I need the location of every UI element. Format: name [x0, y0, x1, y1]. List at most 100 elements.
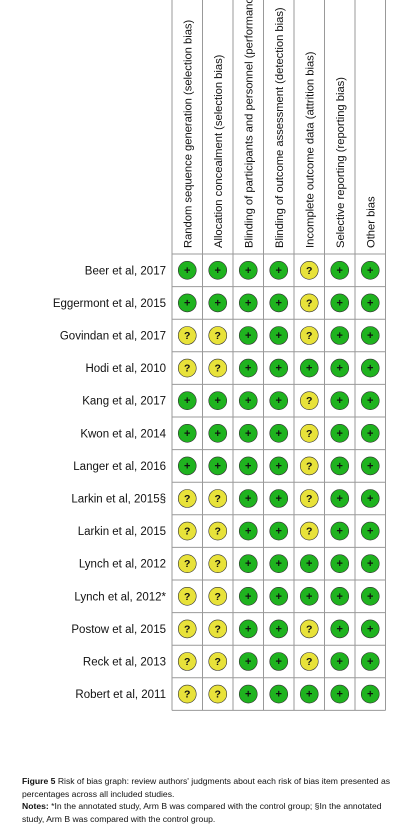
study-label: Larkin et al, 2015: [78, 526, 166, 538]
judgement-symbol: +: [306, 558, 312, 570]
judgement-marker-low: [238, 554, 258, 574]
judgement-symbol: +: [245, 297, 251, 309]
judgement-marker-unclear: [299, 652, 319, 671]
judgement-marker-low: [238, 423, 258, 443]
judgement-symbol: ?: [184, 493, 190, 505]
judgement-marker-low: [238, 260, 258, 280]
judgement-marker-unclear: [299, 423, 319, 443]
judgement-symbol: +: [367, 493, 373, 505]
judgement-marker-low: [360, 684, 380, 704]
column-header: Allocation concealment (selection bias): [213, 54, 225, 248]
judgement-symbol: ?: [184, 363, 190, 375]
judgement-symbol: +: [215, 460, 221, 472]
judgement-marker-low: [330, 456, 350, 476]
judgement-symbol: +: [367, 428, 373, 440]
judgement-symbol: ?: [215, 656, 221, 668]
judgement-symbol: ?: [215, 689, 221, 701]
judgement-marker-low: [269, 554, 289, 574]
judgement-symbol: ?: [215, 558, 221, 570]
judgement-symbol: +: [306, 363, 312, 375]
judgement-marker-unclear: [208, 619, 228, 639]
judgement-symbol: +: [367, 526, 373, 538]
judgement-symbol: ?: [215, 330, 221, 342]
judgement-symbol: +: [215, 395, 221, 407]
judgement-marker-low: [330, 619, 350, 639]
judgement-symbol: ?: [215, 363, 221, 375]
judgement-marker-low: [269, 586, 289, 606]
judgement-symbol: +: [337, 363, 343, 375]
judgement-symbol: +: [276, 623, 282, 635]
judgement-marker-low: [330, 293, 350, 313]
judgement-marker-low: [360, 652, 380, 671]
judgement-marker-low: [360, 326, 380, 345]
column-header: Blinding of participants and personnel (…: [243, 0, 255, 248]
judgement-marker-low: [238, 619, 258, 639]
judgement-symbol: +: [367, 395, 373, 407]
judgement-marker-unclear: [299, 619, 319, 639]
judgement-symbol: +: [215, 428, 221, 440]
judgement-symbol: ?: [215, 623, 221, 635]
judgement-symbol: ?: [215, 493, 221, 505]
figure-description: Risk of bias graph: review authors' judg…: [22, 776, 391, 799]
judgement-marker-low: [330, 358, 350, 378]
judgement-symbol: ?: [184, 330, 190, 342]
judgement-marker-low: [208, 391, 228, 411]
judgement-symbol: ?: [184, 623, 190, 635]
judgement-symbol: +: [215, 265, 221, 277]
column-headers: Random sequence generation (selection bi…: [182, 0, 377, 248]
judgement-symbol: +: [337, 330, 343, 342]
judgement-symbol: ?: [306, 395, 312, 407]
judgement-marker-unclear: [177, 652, 197, 671]
figure-label: Figure 5: [22, 776, 56, 786]
judgement-symbol: +: [367, 689, 373, 701]
judgement-marker-low: [330, 554, 350, 574]
notes-label: Notes:: [22, 801, 49, 811]
judgement-marker-unclear: [208, 326, 228, 345]
judgement-symbol: +: [337, 428, 343, 440]
judgement-marker-low: [177, 391, 197, 411]
judgement-symbol: +: [184, 395, 190, 407]
judgement-marker-low: [177, 260, 197, 280]
study-label: Reck et al, 2013: [83, 657, 166, 669]
judgement-symbol: +: [184, 460, 190, 472]
judgement-marker-low: [238, 489, 258, 508]
column-header: Blinding of outcome assessment (detectio…: [274, 7, 286, 248]
judgement-marker-unclear: [208, 358, 228, 378]
judgement-marker-unclear: [177, 358, 197, 378]
judgement-marker-unclear: [299, 260, 319, 280]
judgement-marker-low: [238, 456, 258, 476]
judgement-marker-low: [269, 358, 289, 378]
judgement-symbol: +: [306, 591, 312, 603]
judgement-marker-unclear: [299, 489, 319, 508]
study-label: Govindan et al, 2017: [60, 331, 166, 343]
study-label: Beer et al, 2017: [85, 265, 166, 277]
judgement-symbol: ?: [184, 656, 190, 668]
judgement-symbol: ?: [184, 689, 190, 701]
judgement-symbol: +: [337, 395, 343, 407]
study-label: Kang et al, 2017: [82, 396, 166, 408]
study-labels: Beer et al, 2017 Eggermont et al, 2015 Gov…: [53, 265, 167, 701]
judgement-marker-low: [269, 684, 289, 704]
judgement-symbol: ?: [184, 591, 190, 603]
judgement-marker-low: [238, 652, 258, 671]
study-label: Langer et al, 2016: [73, 461, 166, 473]
judgement-symbol: +: [276, 656, 282, 668]
judgement-marker-low: [269, 619, 289, 639]
judgement-marker-low: [269, 293, 289, 313]
judgement-symbol: +: [245, 526, 251, 538]
judgement-marker-unclear: [299, 293, 319, 313]
judgement-marker-low: [299, 358, 319, 378]
judgement-symbol: +: [337, 460, 343, 472]
judgement-symbol: ?: [184, 526, 190, 538]
judgement-marker-low: [360, 521, 380, 541]
judgement-symbol: +: [276, 395, 282, 407]
figure-notes: Notes: *In the annotated study, Arm B wa…: [22, 800, 404, 825]
judgement-marker-low: [208, 293, 228, 313]
judgement-marker-low: [269, 652, 289, 671]
judgement-marker-low: [208, 260, 228, 280]
judgement-symbol: +: [367, 656, 373, 668]
judgement-symbol: +: [337, 493, 343, 505]
judgement-marker-low: [330, 326, 350, 345]
judgement-symbol: ?: [306, 656, 312, 668]
study-label: Eggermont et al, 2015: [53, 298, 166, 310]
